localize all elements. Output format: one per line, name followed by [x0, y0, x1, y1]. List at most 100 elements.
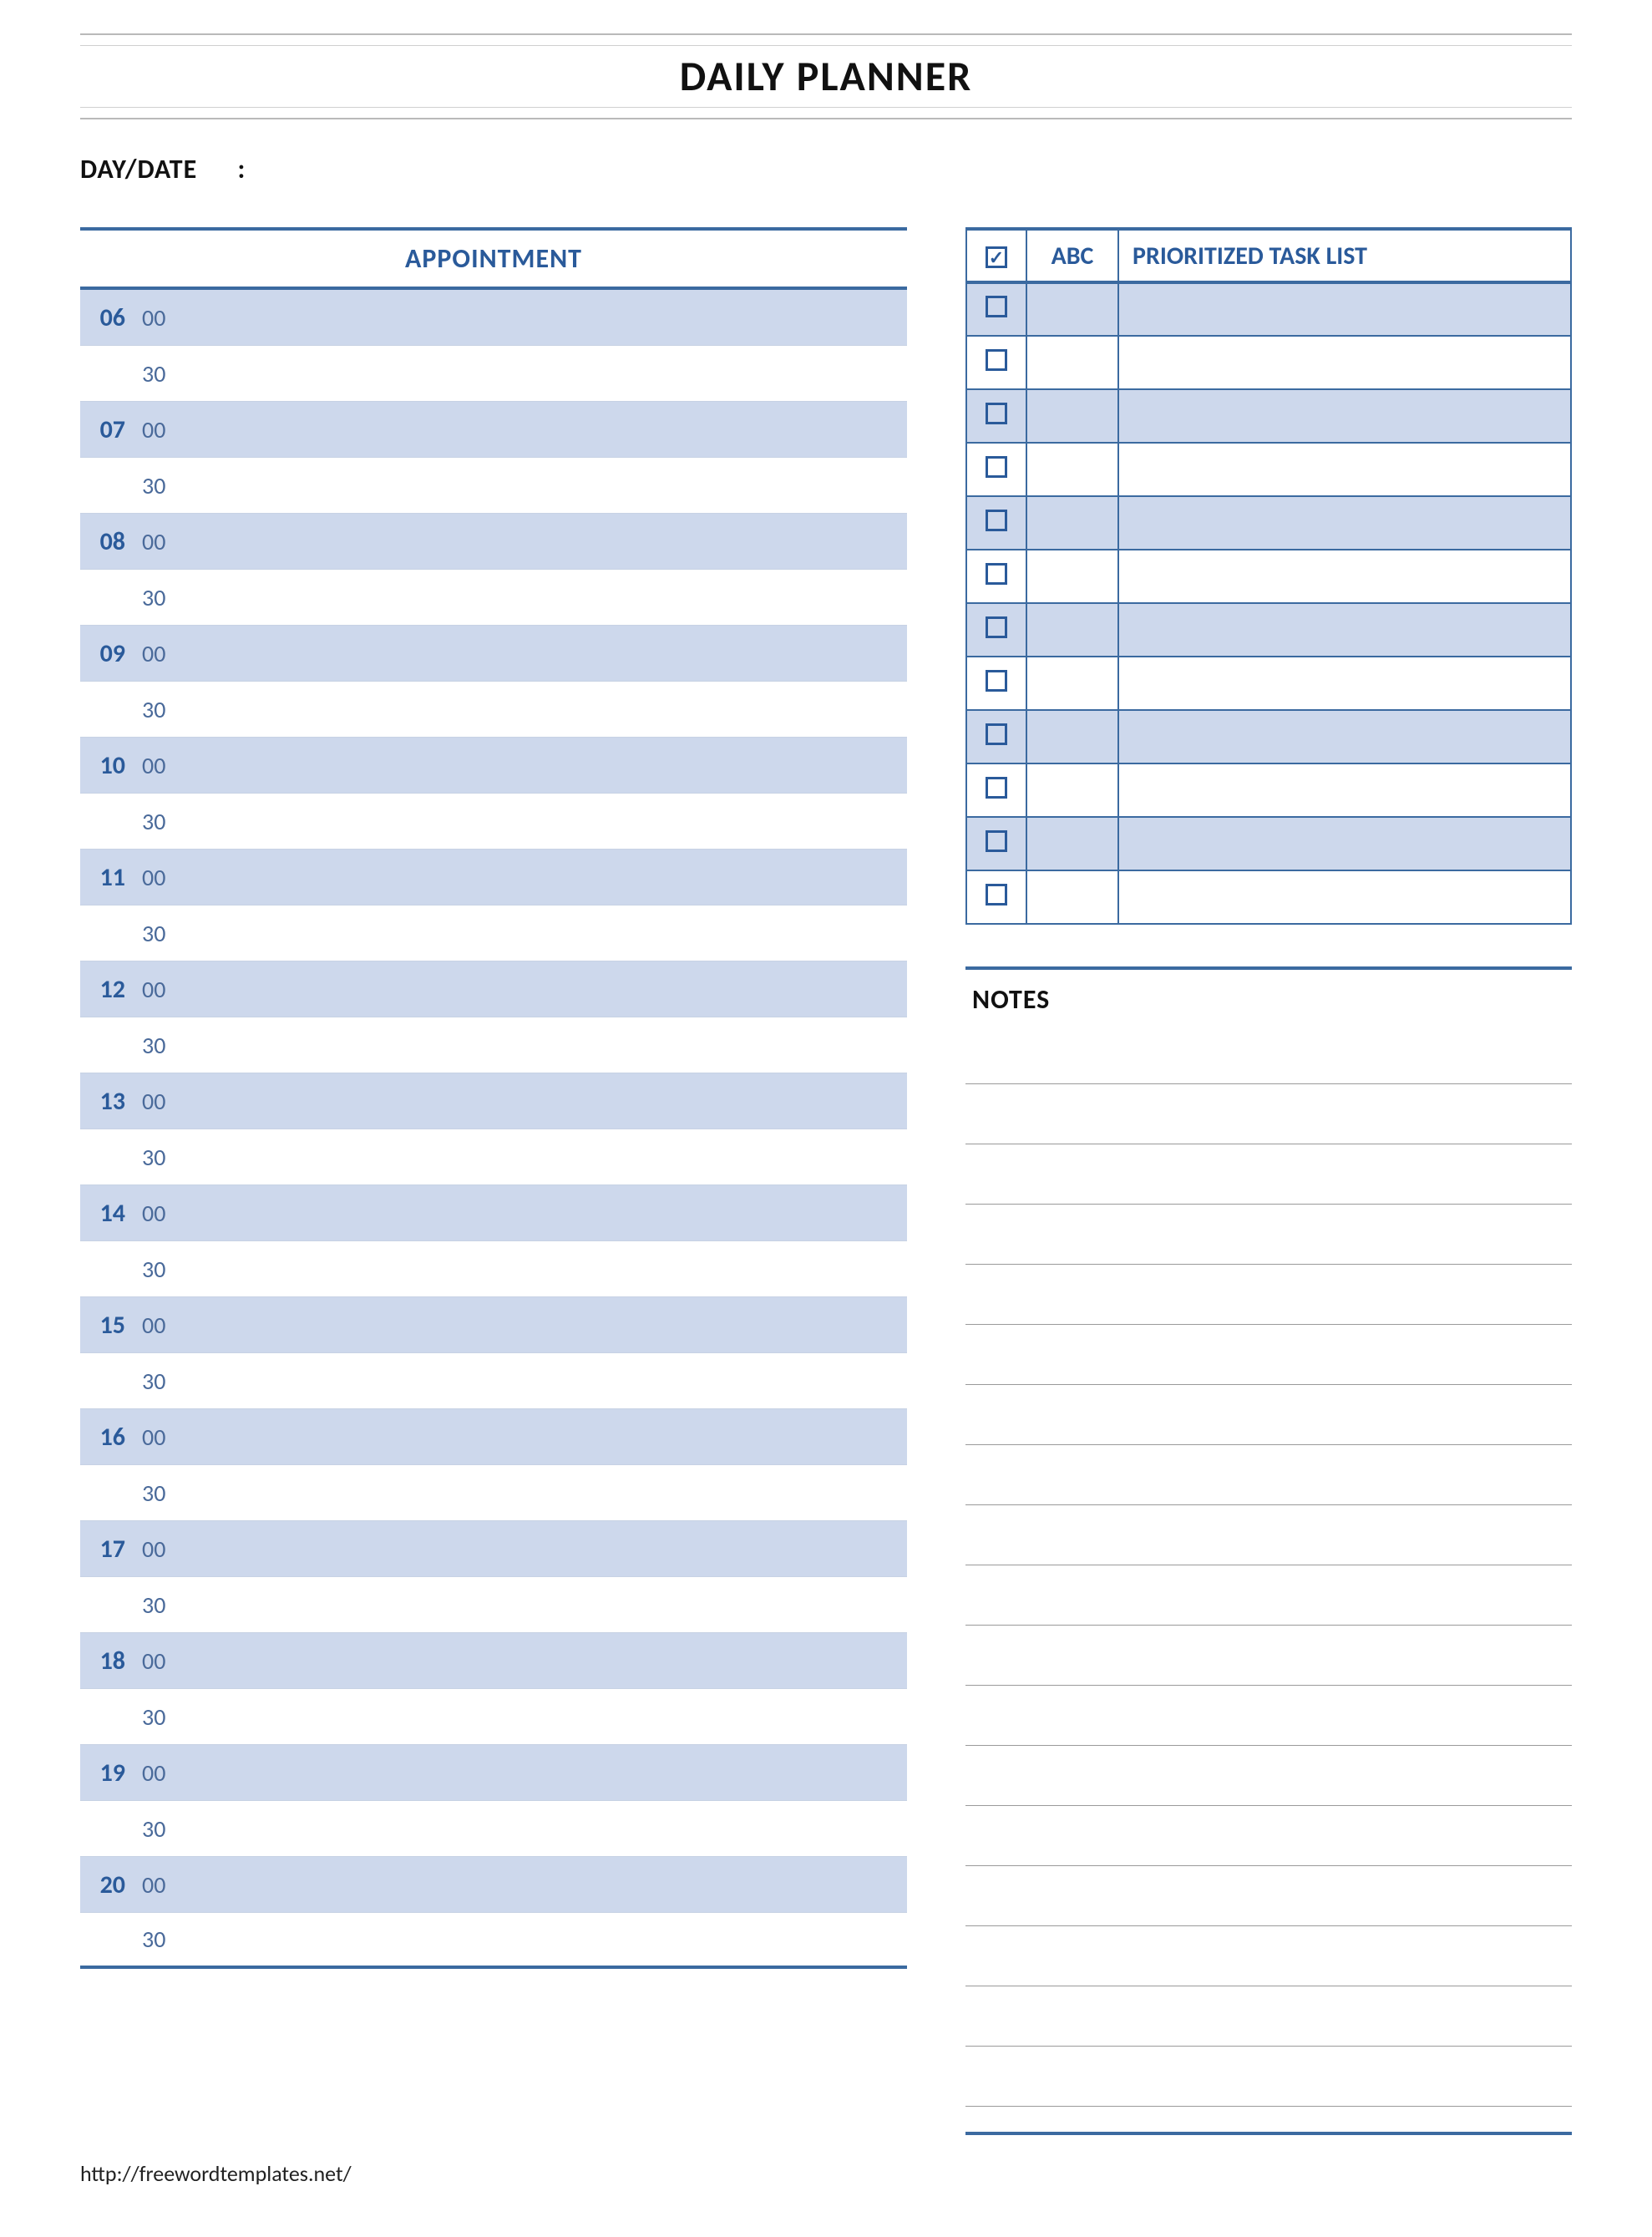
task-abc-cell: [1026, 550, 1118, 603]
appointment-minute: 30: [130, 1031, 189, 1060]
appointment-row: 30: [80, 1913, 907, 1969]
appointment-hour: 13: [80, 1086, 130, 1117]
appointment-minute: 30: [130, 1590, 189, 1620]
task-row: [966, 817, 1571, 870]
note-line: [965, 1144, 1572, 1205]
task-header-title: PRIORITIZED TASK LIST: [1118, 229, 1571, 282]
task-check-cell: [966, 657, 1026, 710]
appointment-minute: 00: [130, 751, 189, 780]
appointment-row: 30: [80, 794, 907, 850]
appointment-minute: 00: [130, 1087, 189, 1116]
appointment-row: 1600: [80, 1409, 907, 1465]
task-abc-cell: [1026, 389, 1118, 443]
appointment-hour: 15: [80, 1310, 130, 1341]
task-abc-cell: [1026, 657, 1118, 710]
task-row: [966, 282, 1571, 336]
appointment-row: 30: [80, 458, 907, 514]
appointment-row: 1500: [80, 1297, 907, 1353]
appointment-row: 30: [80, 1129, 907, 1185]
task-row: [966, 710, 1571, 763]
task-text-cell: [1118, 657, 1571, 710]
appointment-row: 30: [80, 1353, 907, 1409]
task-check-cell: [966, 443, 1026, 496]
note-line: [965, 2047, 1572, 2107]
notes-lines: [965, 1024, 1572, 2107]
task-text-cell: [1118, 817, 1571, 870]
task-abc-cell: [1026, 817, 1118, 870]
checkbox-icon: [986, 723, 1007, 745]
note-line: [965, 1626, 1572, 1686]
appointment-row: 30: [80, 682, 907, 738]
task-text-cell: [1118, 603, 1571, 657]
appointment-minute: 30: [130, 1479, 189, 1508]
task-abc-cell: [1026, 763, 1118, 817]
task-check-cell: [966, 389, 1026, 443]
appointment-row: 30: [80, 570, 907, 626]
appointment-column: APPOINTMENT 0600300700300800300900301000…: [80, 227, 907, 1969]
task-row: [966, 603, 1571, 657]
checked-box-icon: [986, 246, 1007, 268]
appointment-minute: 00: [130, 639, 189, 668]
task-check-cell: [966, 710, 1026, 763]
task-check-cell: [966, 550, 1026, 603]
task-header-check: [966, 229, 1026, 282]
notes-header: NOTES: [965, 966, 1572, 1024]
daily-planner-page: DAILY PLANNER DAY/DATE : APPOINTMENT 060…: [0, 0, 1652, 2237]
notes-block: NOTES: [965, 966, 1572, 2135]
checkbox-icon: [986, 510, 1007, 531]
note-line: [965, 1565, 1572, 1626]
appointment-minute: 30: [130, 807, 189, 836]
appointment-minute: 00: [130, 527, 189, 556]
task-table: ABC PRIORITIZED TASK LIST: [965, 227, 1572, 925]
note-line: [965, 1325, 1572, 1385]
day-date-row: DAY/DATE :: [80, 153, 1572, 185]
task-text-cell: [1118, 389, 1571, 443]
task-check-cell: [966, 870, 1026, 924]
appointment-row: 30: [80, 1689, 907, 1745]
appointment-row: 30: [80, 1577, 907, 1633]
note-line: [965, 1205, 1572, 1265]
task-header-row: ABC PRIORITIZED TASK LIST: [966, 229, 1571, 282]
task-row: [966, 657, 1571, 710]
appointment-hour: 11: [80, 862, 130, 893]
note-line: [965, 1746, 1572, 1806]
appointment-row: 30: [80, 1241, 907, 1297]
task-check-cell: [966, 763, 1026, 817]
task-header-abc: ABC: [1026, 229, 1118, 282]
appointment-rows: 0600300700300800300900301000301100301200…: [80, 290, 907, 1969]
appointment-row: 30: [80, 1465, 907, 1521]
main-columns: APPOINTMENT 0600300700300800300900301000…: [80, 227, 1572, 2135]
task-row: [966, 336, 1571, 389]
task-row: [966, 763, 1571, 817]
task-row: [966, 389, 1571, 443]
appointment-row: 1100: [80, 850, 907, 905]
task-text-cell: [1118, 443, 1571, 496]
appointment-minute: 30: [130, 1814, 189, 1844]
appointment-hour: 10: [80, 750, 130, 781]
appointment-minute: 00: [130, 975, 189, 1004]
appointment-row: 0900: [80, 626, 907, 682]
appointment-minute: 00: [130, 863, 189, 892]
appointment-row: 1800: [80, 1633, 907, 1689]
note-line: [965, 1505, 1572, 1565]
note-line: [965, 1926, 1572, 1986]
appointment-row: 30: [80, 905, 907, 961]
note-line: [965, 1385, 1572, 1445]
task-row: [966, 870, 1571, 924]
appointment-minute: 30: [130, 919, 189, 948]
right-column: ABC PRIORITIZED TASK LIST NOTES: [965, 227, 1572, 2135]
appointment-minute: 00: [130, 1311, 189, 1340]
checkbox-icon: [986, 777, 1007, 799]
task-text-cell: [1118, 496, 1571, 550]
page-title: DAILY PLANNER: [80, 51, 1572, 102]
title-block: DAILY PLANNER: [80, 33, 1572, 119]
appointment-minute: 00: [130, 1758, 189, 1788]
task-abc-cell: [1026, 603, 1118, 657]
note-line: [965, 1866, 1572, 1926]
day-date-label: DAY/DATE: [80, 153, 197, 185]
checkbox-icon: [986, 884, 1007, 905]
appointment-minute: 30: [130, 583, 189, 612]
appointment-hour: 08: [80, 526, 130, 557]
appointment-minute: 00: [130, 1423, 189, 1452]
appointment-row: 30: [80, 346, 907, 402]
